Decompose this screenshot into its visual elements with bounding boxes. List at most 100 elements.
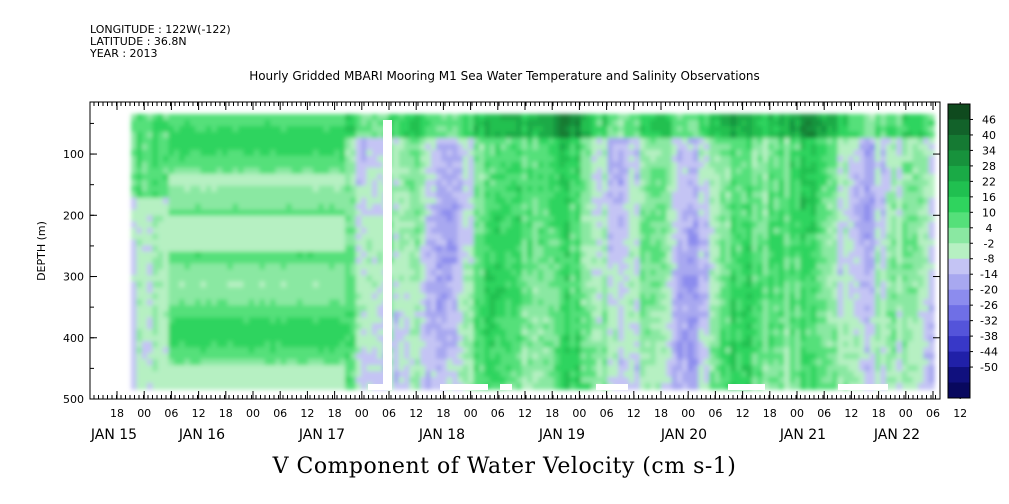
heatmap-cell <box>677 293 684 301</box>
heatmap-cell <box>179 209 186 217</box>
heatmap-cell <box>612 203 619 211</box>
heatmap-cell <box>157 227 164 235</box>
heatmap-cell <box>462 359 470 366</box>
heatmap-cell <box>205 263 213 271</box>
heatmap-cell <box>687 299 694 307</box>
heatmap-cell <box>211 353 218 360</box>
heatmap-cell <box>591 245 598 253</box>
heatmap-cell <box>371 209 379 217</box>
heatmap-cell <box>323 311 330 319</box>
heatmap-cell <box>238 203 245 211</box>
heatmap-cell <box>548 347 555 354</box>
heatmap-cell <box>452 377 459 384</box>
heatmap-cell <box>687 281 694 289</box>
heatmap-cell <box>693 269 700 277</box>
heatmap-cell <box>254 215 261 223</box>
heatmap-cell <box>446 167 453 175</box>
heatmap-cell <box>628 179 636 187</box>
heatmap-cell <box>152 293 159 301</box>
heatmap-cell <box>297 305 304 313</box>
heatmap-cell <box>205 293 213 301</box>
heatmap-cell <box>222 341 229 348</box>
heatmap-cell <box>238 215 245 223</box>
heatmap-cell <box>479 335 486 342</box>
heatmap-cell <box>698 293 705 301</box>
heatmap-cell <box>179 185 186 193</box>
heatmap-cell <box>468 371 475 378</box>
heatmap-cell <box>650 347 657 354</box>
heatmap-cell <box>521 311 528 319</box>
heatmap-cell <box>157 167 164 175</box>
heatmap-cell <box>329 251 336 259</box>
heatmap-cell <box>682 131 689 139</box>
heatmap-cell <box>564 317 571 325</box>
heatmap-cell <box>623 114 630 121</box>
heatmap-cell <box>537 317 545 325</box>
heatmap-cell <box>457 149 464 157</box>
heatmap-cell <box>511 131 518 139</box>
heatmap-cell <box>457 179 464 187</box>
heatmap-cell <box>339 341 346 348</box>
heatmap-cell <box>575 185 582 193</box>
heatmap-cell <box>361 287 368 295</box>
heatmap-cell <box>286 120 293 127</box>
heatmap-cell <box>275 155 282 163</box>
heatmap-cell <box>505 377 512 384</box>
heatmap-cell <box>141 359 148 366</box>
heatmap-cell <box>452 161 459 169</box>
heatmap-cell <box>205 114 213 121</box>
heatmap-cell <box>323 185 330 193</box>
heatmap-cell <box>462 185 470 193</box>
heatmap-cell <box>452 185 459 193</box>
heatmap-cell <box>425 167 432 175</box>
heatmap-cell <box>259 173 266 181</box>
heatmap-cell <box>141 299 148 307</box>
heatmap-cell <box>163 227 170 235</box>
heatmap-cell <box>607 251 614 259</box>
heatmap-cell <box>527 137 534 145</box>
heatmap-cell <box>703 114 710 121</box>
heatmap-cell <box>602 191 609 199</box>
heatmap-cell <box>441 269 448 277</box>
heatmap-cell <box>291 305 298 313</box>
heatmap-cell <box>484 377 491 384</box>
heatmap-cell <box>639 197 646 205</box>
heatmap-cell <box>516 359 523 366</box>
heatmap-cell <box>612 287 619 295</box>
heatmap-cell <box>436 131 443 139</box>
heatmap-cell <box>677 251 684 259</box>
heatmap-cell <box>264 371 271 378</box>
heatmap-cell <box>200 137 207 145</box>
heatmap-cell <box>280 341 288 348</box>
heatmap-cell <box>259 287 266 295</box>
heatmap-cell <box>532 371 539 378</box>
heatmap-cell <box>404 203 411 211</box>
heatmap-cell <box>313 227 320 235</box>
heatmap-cell <box>634 251 641 259</box>
heatmap-cell <box>323 203 330 211</box>
heatmap-cell <box>516 275 523 283</box>
heatmap-cell <box>286 149 293 157</box>
heatmap-cell <box>698 347 705 354</box>
heatmap-cell <box>532 359 539 366</box>
heatmap-cell <box>297 275 304 283</box>
heatmap-cell <box>414 317 421 325</box>
heatmap-cell <box>302 251 309 259</box>
heatmap-cell <box>543 275 550 283</box>
heatmap-cell <box>495 365 502 372</box>
heatmap-cell <box>473 269 480 277</box>
heatmap-cell <box>420 245 427 253</box>
heatmap-cell <box>157 317 164 325</box>
heatmap-cell <box>596 126 603 133</box>
heatmap-cell <box>339 114 346 121</box>
heatmap-cell <box>436 173 443 181</box>
heatmap-cell <box>291 287 298 295</box>
heatmap-cell <box>505 263 512 271</box>
heatmap-cell <box>222 120 229 127</box>
heatmap-cell <box>607 149 614 157</box>
heatmap-cell <box>543 191 550 199</box>
heatmap-cell <box>157 114 164 121</box>
heatmap-cell <box>189 353 197 360</box>
heatmap-cell <box>200 126 207 133</box>
heatmap-cell <box>537 155 545 163</box>
